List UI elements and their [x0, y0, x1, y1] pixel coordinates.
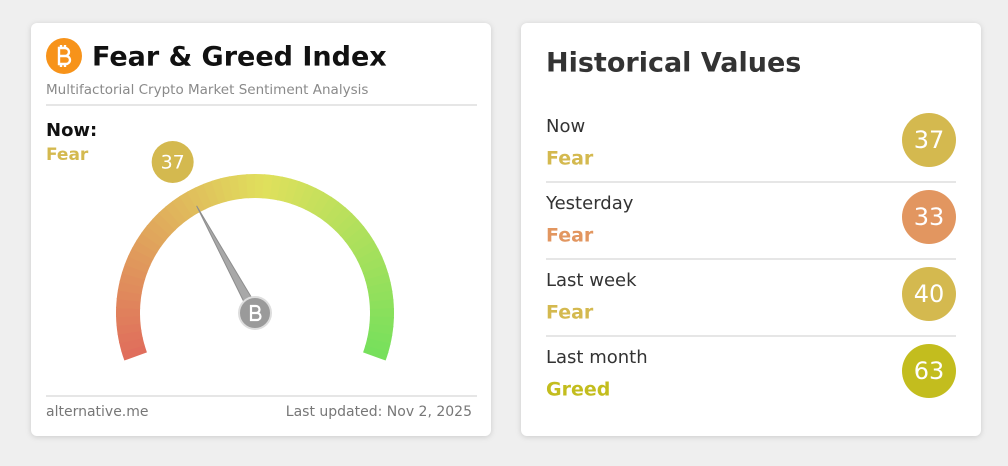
- gauge-arc: [379, 333, 381, 342]
- gauge-arc: [156, 226, 162, 233]
- gauge-arc: [139, 253, 143, 261]
- title: Fear & Greed Index: [92, 42, 387, 73]
- row-value: 40: [914, 280, 945, 308]
- gauge-arc: [303, 195, 312, 199]
- gauge-arc: [207, 192, 216, 195]
- gauge-arc: [317, 202, 325, 207]
- gauge-arc: [133, 347, 136, 356]
- now-classification: Fear: [46, 145, 89, 165]
- gauge-arc: [128, 315, 129, 324]
- row-label: Now: [546, 116, 585, 137]
- row-label: Last month: [546, 347, 648, 368]
- row-label: Yesterday: [545, 193, 634, 214]
- gauge-arc: [223, 188, 232, 190]
- gauge-arc: [310, 199, 318, 203]
- gauge-arc: [231, 187, 240, 188]
- subtitle: Multifactorial Crypto Market Sentiment A…: [46, 82, 368, 98]
- gauge-arc: [131, 340, 133, 349]
- now-label: Now:: [46, 120, 97, 141]
- gauge-arc: [173, 210, 180, 216]
- history-title: Historical Values: [546, 48, 801, 79]
- gauge-arc: [179, 206, 187, 211]
- gauge-arc: [167, 215, 174, 221]
- gauge-arc: [380, 292, 381, 301]
- gauge-arc: [343, 222, 350, 229]
- source: alternative.me: [46, 404, 149, 420]
- gauge-arc: [143, 246, 148, 254]
- gauge-arc: [376, 341, 378, 350]
- gauge-arc: [380, 325, 381, 334]
- gauge-arc: [295, 192, 304, 195]
- gauge-arc: [133, 268, 136, 277]
- gauge-arc: [337, 216, 344, 222]
- row-classification: Greed: [546, 379, 610, 401]
- row-classification: Fear: [546, 225, 594, 247]
- gauge-arc: [359, 240, 364, 248]
- gauge-arc: [215, 190, 224, 193]
- gauge-arc: [374, 349, 377, 357]
- gauge-arc: [271, 187, 280, 189]
- gauge-arc: [349, 227, 355, 234]
- gauge-arc: [130, 283, 132, 292]
- gauge-arc: [371, 261, 375, 270]
- row-value: 33: [914, 203, 945, 231]
- gauge-arc: [324, 206, 332, 211]
- gauge-arc: [363, 247, 368, 255]
- gauge-arc: [186, 202, 194, 207]
- gauge-arc: [128, 299, 129, 308]
- gauge-arc: [263, 186, 272, 187]
- gauge-arc: [381, 317, 382, 326]
- gauge-arc: [200, 195, 209, 199]
- gauge-arc: [131, 275, 133, 284]
- row-classification: Fear: [546, 302, 594, 324]
- gauge-arc: [129, 332, 131, 341]
- row-classification: Fear: [546, 148, 594, 170]
- gauge-arc: [287, 190, 296, 193]
- gauge-arc: [367, 254, 371, 263]
- gauge-arc: [147, 239, 152, 247]
- gauge-arc: [239, 186, 248, 187]
- row-value: 37: [914, 126, 945, 154]
- gauge-arc: [129, 291, 130, 300]
- gauge-arc: [379, 284, 381, 293]
- gauge-arc: [331, 211, 338, 217]
- gauge-arc: [354, 234, 360, 242]
- gauge-arc: [161, 221, 168, 228]
- bitcoin-logo: [46, 38, 82, 74]
- gauge-value: 37: [161, 151, 185, 173]
- gauge-arc: [128, 323, 129, 332]
- gauge-arc: [151, 233, 157, 241]
- gauge-arc: [381, 300, 382, 309]
- gauge-arc: [193, 198, 201, 202]
- last-updated: Last updated: Nov 2, 2025: [286, 404, 472, 420]
- gauge-arc: [136, 260, 140, 269]
- row-value: 63: [914, 357, 945, 385]
- row-label: Last week: [546, 270, 637, 291]
- gauge-arc: [279, 188, 288, 190]
- gauge-arc: [374, 269, 377, 278]
- gauge-arc: [377, 277, 379, 286]
